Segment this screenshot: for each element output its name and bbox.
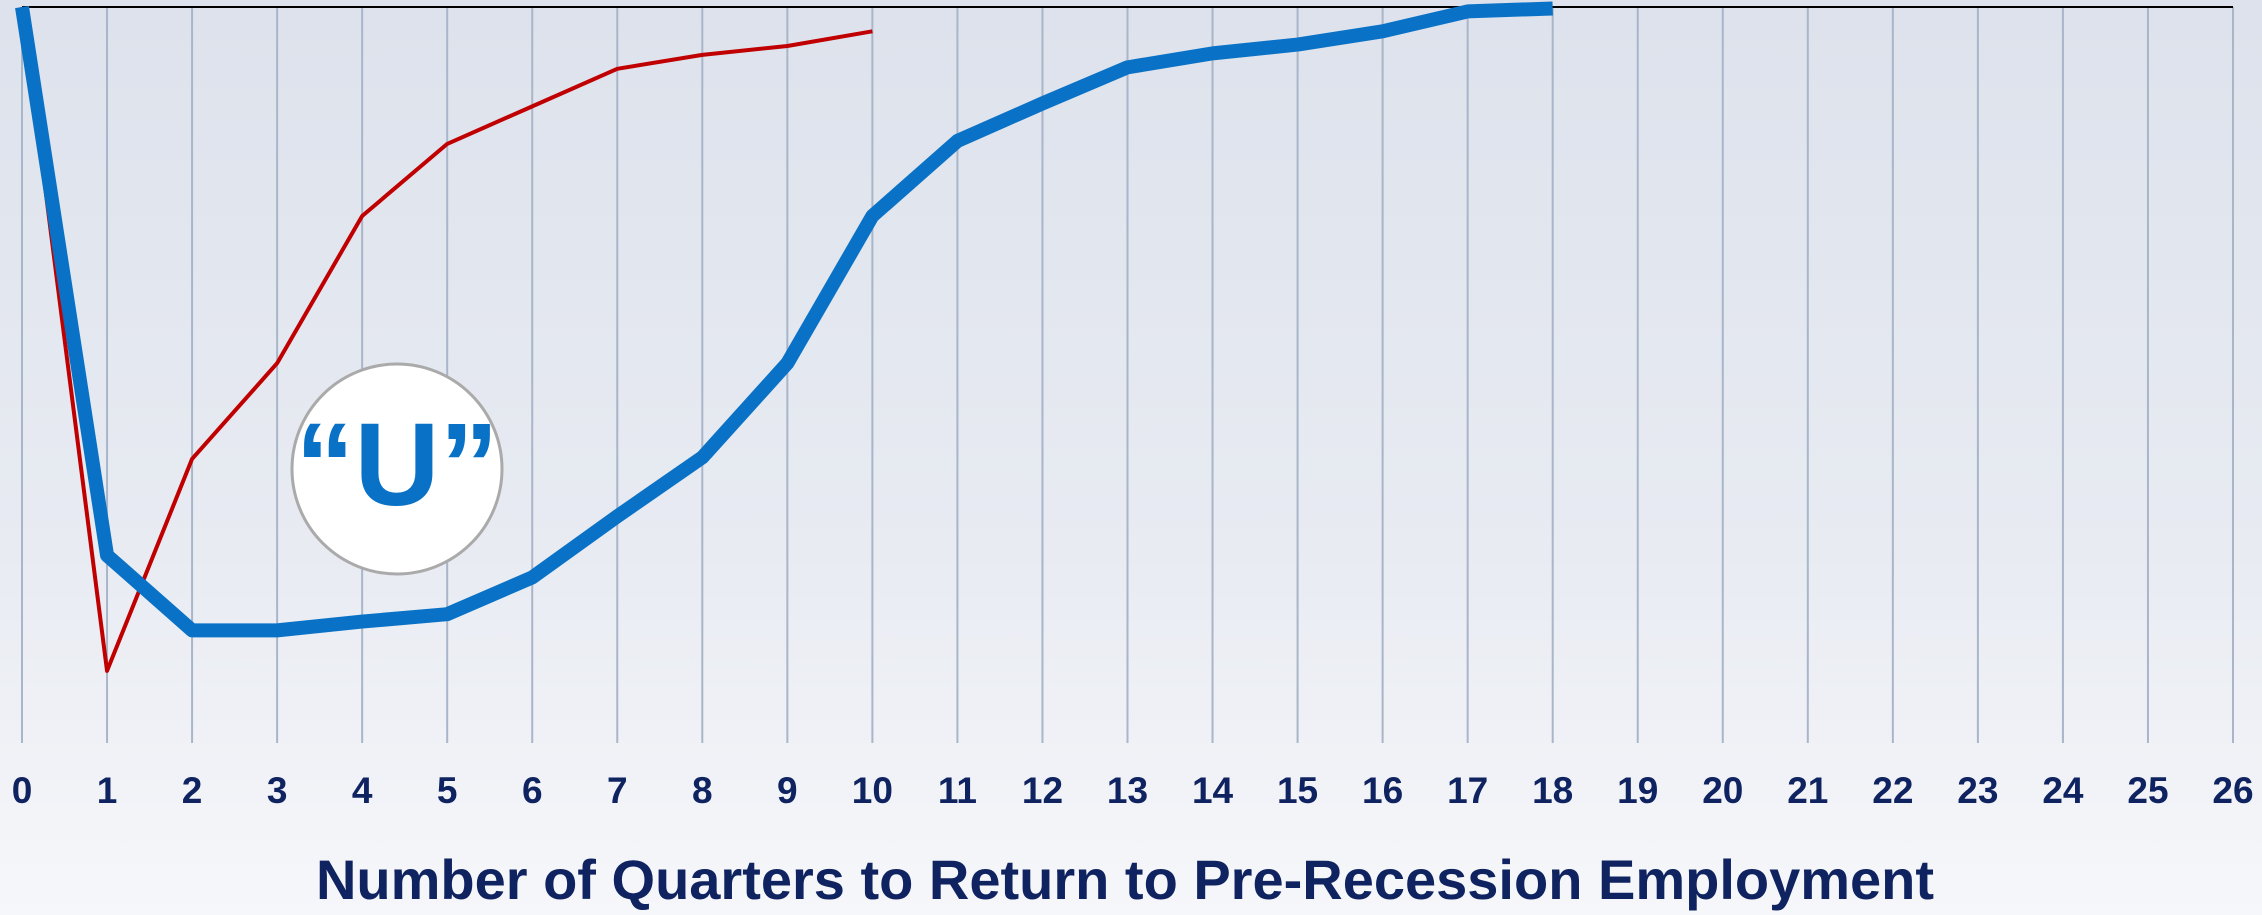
x-tick-label: 7 (607, 770, 628, 811)
x-tick-label: 15 (1277, 770, 1318, 811)
x-tick-label: 8 (692, 770, 713, 811)
x-tick-label: 22 (1872, 770, 1913, 811)
x-tick-label: 2 (182, 770, 203, 811)
x-tick-label: 16 (1362, 770, 1403, 811)
annotation: “U” (295, 399, 498, 531)
x-tick-label: 13 (1107, 770, 1148, 811)
x-tick-label: 17 (1447, 770, 1488, 811)
x-tick-label: 11 (938, 770, 977, 811)
series-line (15, 1, 1553, 638)
x-tick-label: 20 (1702, 770, 1743, 811)
x-tick-label: 9 (777, 770, 798, 811)
x-tick-label: 0 (12, 770, 33, 811)
x-tick-label: 3 (267, 770, 288, 811)
x-tick-label: 24 (2042, 770, 2084, 811)
x-axis-label: Number of Quarters to Return to Pre-Rece… (316, 848, 1934, 911)
annotation-circle (290, 362, 504, 576)
x-tick-label: 10 (852, 770, 893, 811)
series-line (20, 6, 873, 673)
x-tick-label: 18 (1532, 770, 1573, 811)
x-tick-label: 1 (97, 770, 118, 811)
x-tick-label: 23 (1957, 770, 1998, 811)
x-tick-label: 12 (1022, 770, 1063, 811)
x-tick-label: 21 (1787, 770, 1828, 811)
x-tick-label: 25 (2127, 770, 2168, 811)
x-tick-label: 5 (437, 770, 458, 811)
x-tick-label: 6 (522, 770, 543, 811)
x-tick-label: 26 (2212, 770, 2253, 811)
x-tick-label: 14 (1192, 770, 1234, 811)
x-tick-label: 19 (1617, 770, 1658, 811)
x-tick-label: 4 (352, 770, 373, 811)
